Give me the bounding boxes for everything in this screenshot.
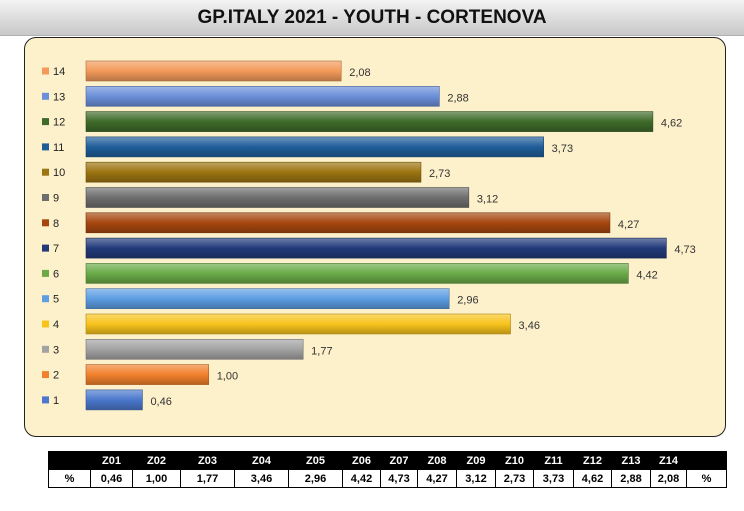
table-header-z08: Z08 bbox=[417, 451, 457, 470]
table-value-z01: 0,46 bbox=[90, 469, 133, 488]
table-value-z06: 4,42 bbox=[342, 469, 381, 488]
bar-12 bbox=[85, 111, 654, 132]
table-value-z05: 2,96 bbox=[288, 469, 343, 488]
legend-label-12: 12 bbox=[53, 117, 65, 129]
legend-label-3: 3 bbox=[53, 344, 59, 356]
value-label-9: 3,12 bbox=[477, 194, 498, 206]
table-row-end: % bbox=[686, 469, 727, 488]
table-header-blank bbox=[686, 451, 727, 470]
bar-2 bbox=[85, 364, 209, 385]
value-label-8: 4,27 bbox=[618, 219, 639, 231]
bar-14 bbox=[85, 60, 342, 82]
table-header-z12: Z12 bbox=[573, 451, 612, 470]
legend-label-5: 5 bbox=[53, 294, 59, 306]
bar-3 bbox=[85, 338, 304, 360]
value-label-11: 3,73 bbox=[552, 143, 573, 155]
table-row-label: % bbox=[48, 469, 91, 488]
bar-6 bbox=[85, 263, 629, 284]
bar-5 bbox=[85, 288, 450, 309]
legend-marker-2 bbox=[42, 371, 49, 379]
value-label-14: 2,08 bbox=[349, 67, 370, 79]
value-label-12: 4,62 bbox=[661, 118, 682, 130]
chart-title: GP.ITALY 2021 - YOUTH - CORTENOVA bbox=[0, 0, 744, 36]
table-value-z12: 4,62 bbox=[573, 469, 612, 488]
table-value-z13: 2,88 bbox=[611, 469, 651, 488]
value-label-3: 1,77 bbox=[311, 345, 332, 357]
bar-13 bbox=[85, 85, 440, 107]
legend-label-7: 7 bbox=[53, 243, 59, 255]
value-label-13: 2,88 bbox=[447, 92, 468, 104]
table-value-z14: 2,08 bbox=[650, 469, 687, 488]
table-header-z01: Z01 bbox=[90, 451, 133, 470]
table-value-z08: 4,27 bbox=[417, 469, 457, 488]
bar-9 bbox=[85, 187, 470, 208]
value-label-10: 2,73 bbox=[429, 168, 450, 180]
value-label-2: 1,00 bbox=[217, 371, 238, 383]
table-header-z04: Z04 bbox=[234, 451, 289, 470]
bar-8 bbox=[85, 212, 611, 234]
legend-marker-1 bbox=[42, 396, 49, 404]
legend-marker-9 bbox=[42, 194, 49, 201]
table-header-blank bbox=[48, 451, 91, 470]
bar-10 bbox=[85, 161, 422, 183]
table-header-z06: Z06 bbox=[342, 451, 381, 470]
table-value-row: % 0,46 1,00 1,77 3,46 2,96 4,42 4,73 4,27 3,12 2,7… bbox=[48, 469, 727, 488]
legend-label-8: 8 bbox=[53, 218, 59, 230]
table-header-z14: Z14 bbox=[650, 451, 687, 470]
legend-label-13: 13 bbox=[53, 91, 65, 103]
legend-marker-3 bbox=[42, 345, 49, 353]
table-value-z03: 1,77 bbox=[180, 469, 235, 488]
table-value-z10: 2,73 bbox=[495, 469, 534, 488]
value-label-1: 0,46 bbox=[150, 396, 171, 408]
legend-marker-8 bbox=[42, 219, 49, 227]
value-label-4: 3,46 bbox=[519, 320, 540, 332]
table-header-z03: Z03 bbox=[180, 451, 235, 470]
table-header-z10: Z10 bbox=[495, 451, 534, 470]
value-label-5: 2,96 bbox=[457, 295, 478, 307]
bar-11 bbox=[85, 136, 544, 158]
legend-marker-7 bbox=[42, 244, 49, 252]
bar-7 bbox=[85, 237, 667, 259]
bar-1 bbox=[85, 389, 143, 411]
data-table: Z01 Z02 Z03 Z04 Z05 Z06 Z07 Z08 Z09 Z10 Z11 Z12 Z13 Z… bbox=[48, 451, 727, 488]
legend-label-9: 9 bbox=[53, 193, 59, 205]
table-value-z02: 1,00 bbox=[132, 469, 181, 488]
table-value-z04: 3,46 bbox=[234, 469, 289, 488]
value-label-6: 4,42 bbox=[636, 269, 657, 281]
legend-label-6: 6 bbox=[53, 268, 59, 280]
legend-label-2: 2 bbox=[53, 370, 59, 382]
table-header-z07: Z07 bbox=[380, 451, 418, 470]
legend-marker-11 bbox=[42, 143, 49, 151]
legend-marker-12 bbox=[42, 118, 49, 126]
value-label-7: 4,73 bbox=[674, 244, 695, 256]
table-value-z09: 3,12 bbox=[456, 469, 496, 488]
legend-label-11: 11 bbox=[53, 142, 64, 154]
legend-marker-10 bbox=[42, 168, 49, 176]
table-value-z07: 4,73 bbox=[380, 469, 418, 488]
legend-label-14: 14 bbox=[53, 66, 65, 78]
table-header-z05: Z05 bbox=[288, 451, 343, 470]
legend-marker-13 bbox=[42, 92, 49, 100]
table-header-z02: Z02 bbox=[132, 451, 181, 470]
table-value-z11: 3,73 bbox=[533, 469, 574, 488]
legend-label-10: 10 bbox=[53, 167, 65, 179]
table-header-z09: Z09 bbox=[456, 451, 496, 470]
table-header-row: Z01 Z02 Z03 Z04 Z05 Z06 Z07 Z08 Z09 Z10 Z11 Z12 Z13 Z… bbox=[48, 451, 727, 470]
table-header-z11: Z11 bbox=[533, 451, 574, 470]
legend-label-1: 1 bbox=[53, 395, 59, 407]
legend-marker-6 bbox=[42, 269, 49, 277]
legend-label-4: 4 bbox=[53, 319, 59, 331]
bar-4 bbox=[85, 313, 511, 335]
chart-panel: 14 2,08 13 2,88 12 4,62 11 3,73 10 2,73 9 3,12 8 4,27… bbox=[24, 37, 726, 437]
legend-marker-5 bbox=[42, 295, 49, 303]
legend-marker-4 bbox=[42, 320, 49, 328]
legend-marker-14 bbox=[42, 67, 49, 75]
table-header-z13: Z13 bbox=[611, 451, 651, 470]
